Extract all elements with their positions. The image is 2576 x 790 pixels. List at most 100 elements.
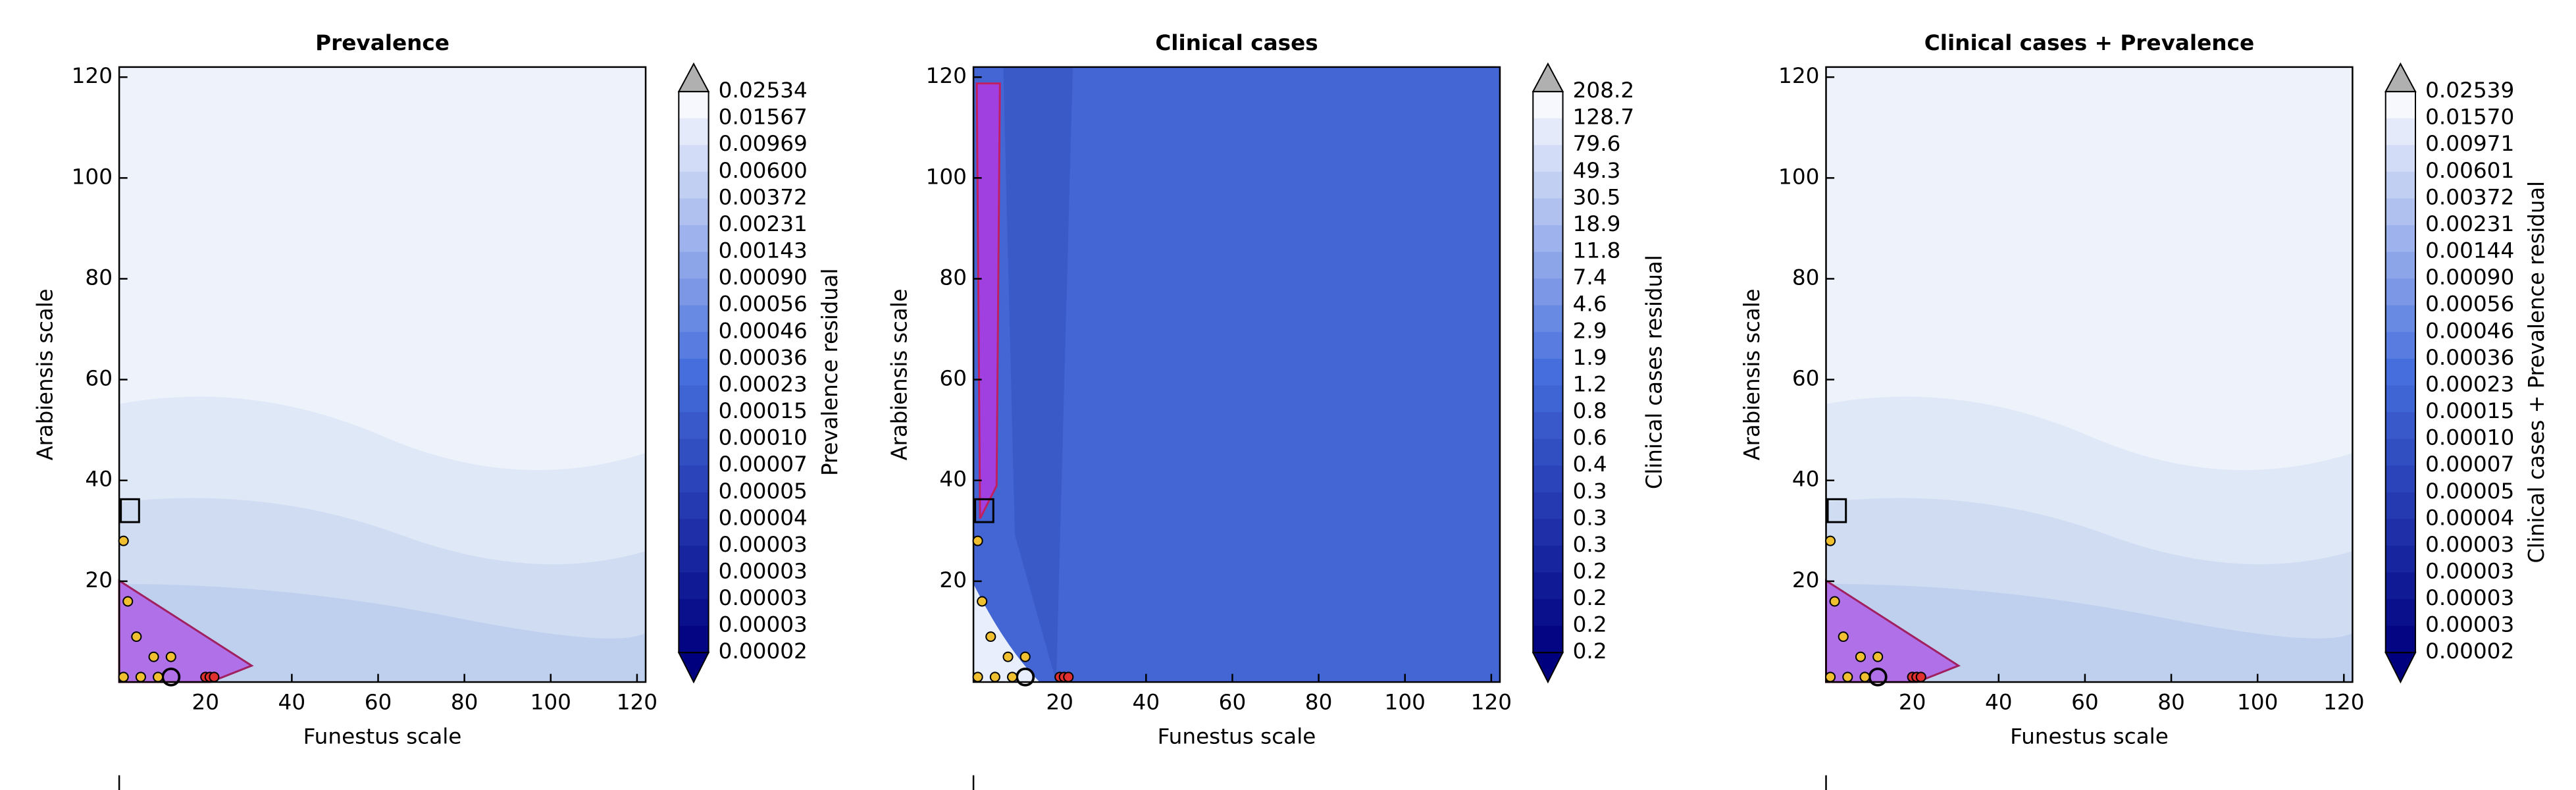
contour-light	[973, 583, 1040, 683]
colorbar-tick-label: 0.3	[1573, 532, 1607, 557]
colorbar-segment	[1533, 492, 1563, 520]
colorbar-segment	[1533, 519, 1563, 547]
colorbar-segment	[2385, 171, 2416, 199]
point	[1829, 596, 1840, 607]
colorbar-segment	[679, 118, 709, 146]
colorbar-tick-label: 0.00003	[2425, 532, 2514, 557]
colorbar-segment	[2385, 625, 2416, 654]
colorbar-tick-label: 0.00015	[2425, 398, 2514, 423]
colorbar-tick-label: 0.00231	[2425, 211, 2514, 236]
y-tick-label: 60	[939, 366, 967, 391]
plot-frame	[118, 66, 647, 683]
colorbar-segment	[1533, 358, 1563, 386]
point	[153, 672, 164, 683]
colorbar-segment	[679, 278, 709, 307]
colorbar-segment	[679, 332, 709, 360]
x-tick-label: 100	[2237, 689, 2278, 714]
colorbar-tick-label: 79.6	[1573, 131, 1621, 156]
colorbar-tick-label: 0.00600	[719, 158, 808, 183]
y-axis-label: Arabiensis scale	[32, 288, 57, 460]
x-tick-label: 100	[1385, 689, 1426, 714]
marker-square	[974, 498, 994, 523]
point	[1007, 672, 1018, 683]
y-tick-label: 120	[1778, 63, 1819, 88]
x-tick-label: 60	[2071, 689, 2099, 714]
colorbar-segment	[2385, 545, 2416, 573]
colorbar-segment	[2385, 225, 2416, 253]
y-tick-label: 100	[1778, 164, 1819, 189]
colorbar-tick-label: 0.00046	[719, 318, 808, 343]
colorbar-segment	[679, 572, 709, 600]
colorbar-tick-label: 0.00023	[719, 372, 808, 397]
y-tick-label: 80	[939, 265, 967, 290]
colorbar-tick-label: 0.00004	[719, 506, 808, 531]
colorbar-segment	[679, 92, 709, 119]
colorbar-segment	[1533, 545, 1563, 573]
colorbar-label: Clinical cases residual	[1641, 255, 1666, 489]
point	[165, 651, 176, 662]
colorbar-segment	[2385, 92, 2416, 119]
colorbar-segment	[679, 305, 709, 333]
y-axis-label: Arabiensis scale	[1739, 288, 1765, 460]
colorbar-tick-label: 0.00002	[2425, 639, 2514, 664]
point	[972, 535, 983, 546]
colorbar-segment	[2385, 358, 2416, 386]
x-tick-label: 20	[192, 689, 219, 714]
colorbar-segment	[679, 438, 709, 467]
colorbar-tick-label: 0.00015	[719, 398, 808, 423]
x-tick-label: 40	[1985, 689, 2013, 714]
colorbar-tick-label: 0.00010	[719, 425, 808, 450]
colorbar-tick-label: 0.2	[1573, 612, 1607, 637]
colorbar-frame	[678, 91, 709, 654]
y-tick-label: 80	[85, 265, 113, 290]
y-tick-label: 20	[85, 567, 113, 592]
marker-square	[120, 498, 140, 523]
colorbar-tick-label: 30.5	[1573, 185, 1621, 210]
colorbar-extend-bottom	[677, 652, 710, 684]
colorbar-tick-label: 0.00003	[2425, 585, 2514, 610]
y-tick-label: 120	[72, 63, 113, 88]
colorbar-extend-bottom	[1532, 652, 1564, 684]
colorbar-tick-label: 2.9	[1573, 318, 1607, 343]
colorbar-label: Prevalence residual	[817, 269, 842, 476]
colorbar-segment	[2385, 492, 2416, 520]
x-tick-label: 80	[451, 689, 478, 714]
point	[1838, 631, 1849, 643]
colorbar-extend-top	[1532, 62, 1564, 93]
point	[989, 672, 1000, 683]
colorbar-tick-label: 0.6	[1573, 425, 1607, 450]
chart-title: Prevalence	[315, 30, 450, 55]
colorbar-frame	[2384, 91, 2417, 654]
point	[985, 631, 996, 643]
colorbar-tick-label: 0.01567	[719, 105, 808, 130]
point	[972, 672, 983, 683]
colorbar-tick-label: 0.00056	[719, 292, 808, 317]
y-tick-label: 100	[72, 164, 113, 189]
colorbar-segment	[2385, 465, 2416, 494]
y-tick-label: 100	[926, 164, 967, 189]
y-tick-label: 60	[1792, 366, 1820, 391]
colorbar-segment	[1533, 278, 1563, 307]
contour-band	[1826, 583, 2353, 683]
point	[977, 596, 988, 607]
point	[1019, 651, 1031, 662]
colorbar-segment	[679, 385, 709, 413]
colorbar-tick-label: 4.6	[1573, 292, 1607, 317]
colorbar-tick-label: 208.2	[1573, 78, 1635, 103]
point	[1855, 651, 1867, 662]
colorbar-tick-label: 1.9	[1573, 345, 1607, 370]
colorbar-segment	[679, 599, 709, 627]
colorbar-segment	[2385, 385, 2416, 413]
colorbar-tick-label: 0.00036	[719, 345, 808, 370]
x-axis-label: Funestus scale	[303, 724, 462, 749]
colorbar-tick-label: 0.2	[1573, 559, 1607, 584]
colorbar-tick-label: 0.00002	[719, 639, 808, 664]
colorbar-segment	[679, 171, 709, 199]
colorbar-tick-label: 0.8	[1573, 398, 1607, 423]
colorbar-tick-label: 0.00231	[719, 211, 808, 236]
y-tick-label: 40	[1792, 467, 1820, 492]
colorbar-segment	[2385, 438, 2416, 467]
colorbar-label: Clinical cases + Prevalence residual	[2524, 181, 2549, 564]
x-axis-label: Funestus scale	[2010, 724, 2169, 749]
point	[148, 651, 159, 662]
